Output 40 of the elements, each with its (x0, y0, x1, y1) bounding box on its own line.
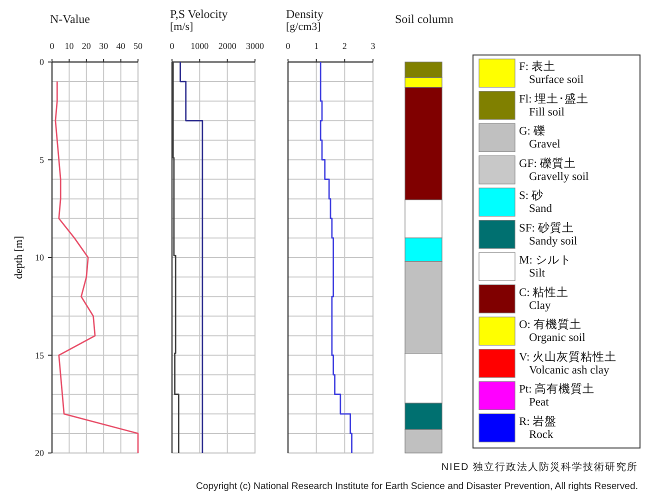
chart-title: P,S Velocity (170, 7, 228, 21)
chart-subtitle: [m/s] (170, 21, 194, 33)
text: SF: 砂質土 Sandy soil (519, 221, 578, 248)
text: M: シルト Silt (519, 254, 572, 280)
text: Copyright (c) National Research Institute for Earth Science and Disaster Prevention, All rights Reserved. (196, 481, 638, 492)
x-tick-label: 50 (134, 41, 143, 51)
x-tick-label: 0 (170, 41, 175, 51)
x-tick-label: 2000 (218, 41, 237, 51)
text: G: 礫 Gravel (519, 124, 560, 150)
x-tick-label: 0 (286, 41, 291, 51)
text: S: 砂 Sand (519, 189, 552, 215)
y-tick-label: 10 (35, 252, 44, 262)
chart-title: Soil column (395, 12, 454, 26)
chart-title: Density (286, 7, 324, 21)
text: V: 火山灰質粘性土 Volcanic ash clay (519, 350, 617, 376)
x-tick-label: 3 (370, 41, 376, 51)
text: NIED 独立行政法人防災科学技術研究所 (441, 461, 638, 473)
text: F: 表土 Surface soil (519, 60, 584, 86)
text: O: 有機質土 Organic soil (519, 318, 586, 344)
y-tick-label: 20 (35, 448, 44, 458)
text: C: 粘性土 Clay (519, 286, 569, 312)
y-tick-label: 5 (40, 154, 44, 165)
text: Pt: 高有機質土 Peat (519, 382, 595, 408)
text: R: 岩盤 Rock (519, 414, 557, 441)
x-tick-label: 0 (50, 41, 55, 51)
text: GF: 礫質土 Gravelly soil (519, 156, 589, 183)
x-tick-label: 1 (314, 41, 319, 51)
x-tick-label: 10 (64, 41, 74, 51)
x-tick-label: 20 (82, 41, 92, 51)
y-tick-label: 0 (40, 57, 44, 67)
x-tick-label: 1000 (190, 41, 210, 51)
y-tick-label: 15 (35, 350, 44, 360)
x-tick-label: 2 (342, 41, 347, 51)
x-tick-label: 30 (99, 41, 109, 51)
chart-title: N-Value (50, 12, 90, 26)
chart-subtitle: [g/cm3] (286, 21, 321, 33)
x-tick-label: 3000 (246, 41, 264, 51)
y-axis-title: depth [m] (13, 236, 25, 280)
x-tick-label: 40 (116, 41, 126, 51)
text: Fl: 埋土･盛土 Fill soil (519, 92, 589, 118)
